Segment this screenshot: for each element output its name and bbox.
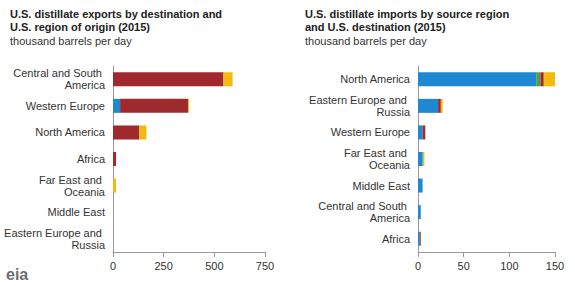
svg-text:Africa: Africa <box>77 153 106 165</box>
svg-text:Oceania: Oceania <box>369 159 411 171</box>
svg-text:Central and South: Central and South <box>13 67 105 79</box>
svg-text:0: 0 <box>110 260 116 272</box>
svg-text:Oceania: Oceania <box>64 186 106 198</box>
svg-text:100: 100 <box>500 260 518 272</box>
svg-text:Eastern Europe and: Eastern Europe and <box>4 227 105 239</box>
svg-text:U.S. distillate imports by sou: U.S. distillate imports by source region <box>305 8 512 20</box>
svg-text:Far East and: Far East and <box>344 147 410 159</box>
svg-text:eia: eia <box>6 266 28 283</box>
svg-text:Africa: Africa <box>382 233 411 245</box>
svg-text:North America: North America <box>340 73 411 85</box>
svg-text:50: 50 <box>458 260 470 272</box>
svg-text:thousand barrels per day: thousand barrels per day <box>305 35 427 47</box>
svg-text:thousand barrels per day: thousand barrels per day <box>10 35 132 47</box>
svg-text:America: America <box>370 212 411 224</box>
svg-text:500: 500 <box>205 260 223 272</box>
svg-text:0: 0 <box>415 260 421 272</box>
svg-text:Russia: Russia <box>376 106 411 118</box>
svg-text:Far East and: Far East and <box>39 174 105 186</box>
svg-text:U.S. region of origin (2015): U.S. region of origin (2015) <box>10 21 150 33</box>
svg-text:Middle East: Middle East <box>48 206 105 218</box>
svg-text:North America: North America <box>35 126 106 138</box>
svg-text:Central and South: Central and South <box>318 200 410 212</box>
svg-text:750: 750 <box>256 260 274 272</box>
svg-text:Russia: Russia <box>71 239 106 251</box>
svg-text:and U.S. destination (2015): and U.S. destination (2015) <box>305 21 446 33</box>
svg-text:Middle East: Middle East <box>353 180 410 192</box>
svg-text:150: 150 <box>546 260 564 272</box>
svg-text:Western Europe: Western Europe <box>331 126 410 138</box>
svg-text:U.S. distillate exports by des: U.S. distillate exports by destination a… <box>10 8 225 20</box>
svg-text:Western Europe: Western Europe <box>26 100 105 112</box>
svg-text:Eastern Europe and: Eastern Europe and <box>309 94 410 106</box>
svg-text:250: 250 <box>154 260 172 272</box>
svg-text:America: America <box>65 79 106 91</box>
